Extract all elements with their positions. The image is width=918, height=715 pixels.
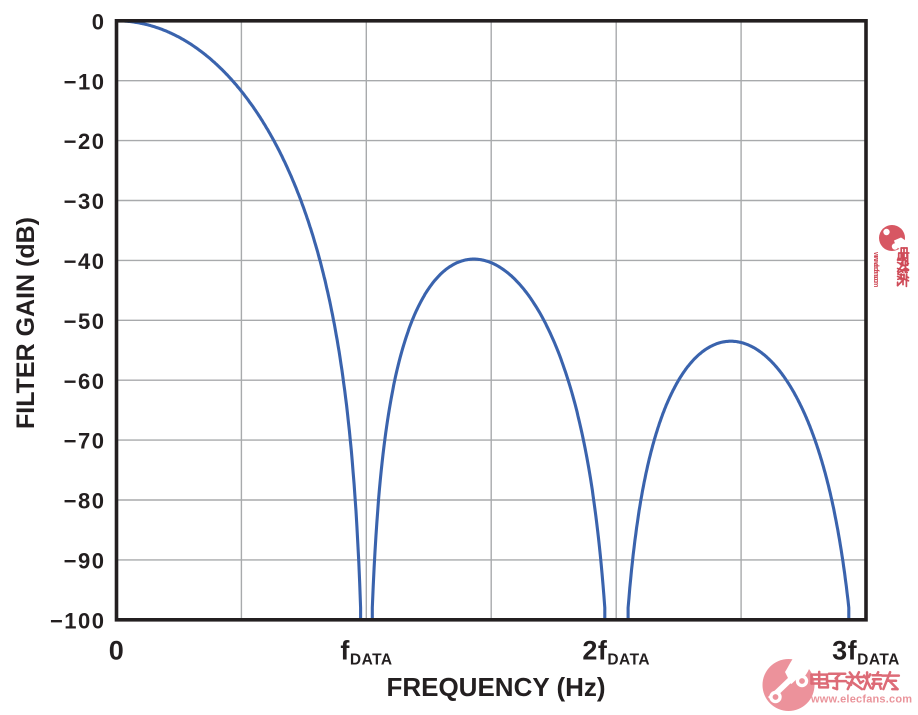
svg-text:0: 0 (109, 636, 125, 666)
svg-text:www.elecfans.com: www.elecfans.com (872, 251, 879, 287)
svg-text:−20: −20 (64, 129, 106, 154)
svg-text:−60: −60 (64, 369, 106, 394)
svg-text:−70: −70 (64, 429, 106, 454)
svg-text:−30: −30 (64, 189, 106, 214)
svg-text:−80: −80 (64, 489, 106, 514)
svg-text:FREQUENCY (Hz): FREQUENCY (Hz) (386, 672, 605, 702)
svg-text:fDATA: fDATA (340, 636, 392, 669)
svg-text:−40: −40 (64, 249, 106, 274)
svg-text:2fDATA: 2fDATA (582, 636, 650, 669)
svg-text:www.elecfans.com: www.elecfans.com (810, 694, 912, 706)
svg-text:−90: −90 (64, 549, 106, 574)
svg-text:0: 0 (92, 9, 106, 34)
svg-text:3fDATA: 3fDATA (832, 636, 900, 669)
svg-text:−100: −100 (50, 608, 106, 633)
svg-text:−50: −50 (64, 309, 106, 334)
svg-text:FILTER GAIN (dB): FILTER GAIN (dB) (12, 217, 40, 429)
svg-text:−10: −10 (64, 69, 106, 94)
